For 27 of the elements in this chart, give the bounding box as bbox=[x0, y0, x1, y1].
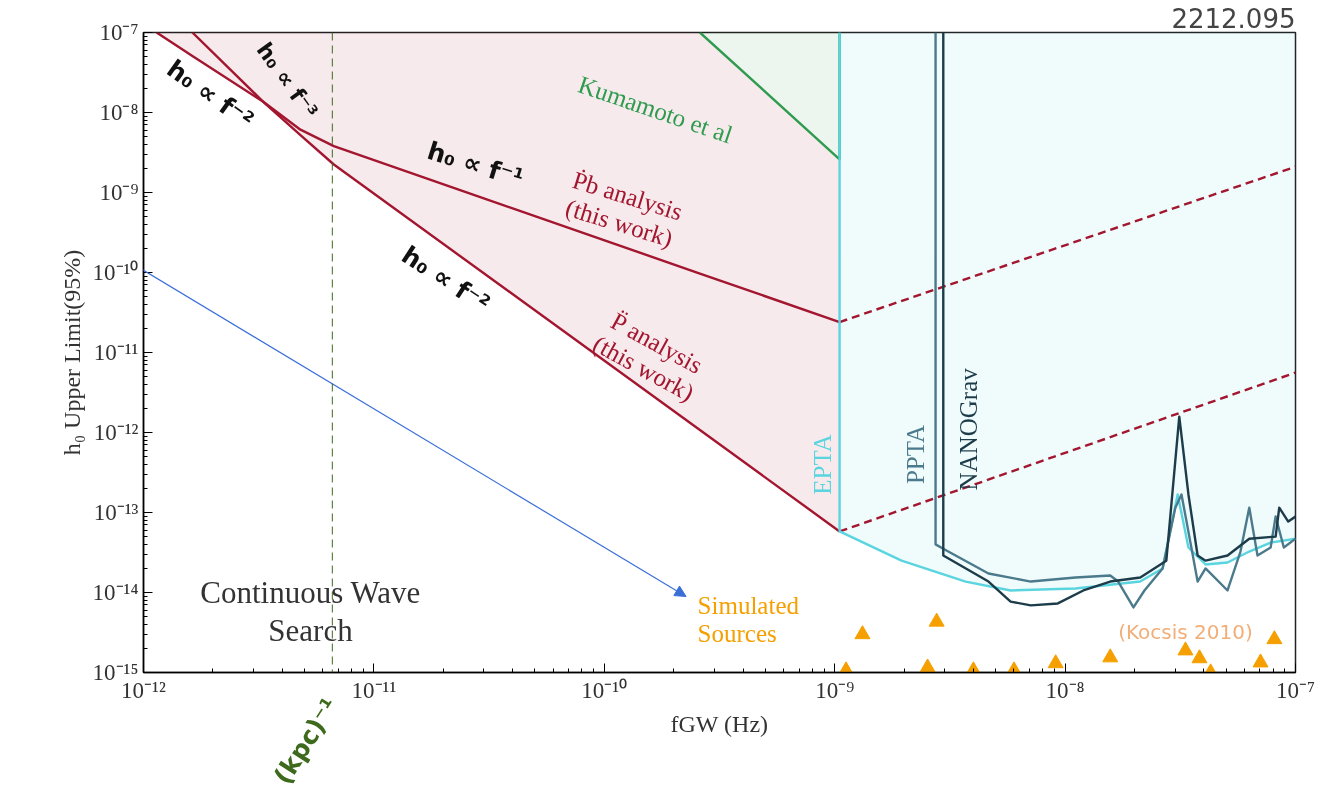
y-tick-label: 10⁻¹⁴ bbox=[92, 580, 139, 605]
x-tick-label: 10⁻⁷ bbox=[1275, 677, 1316, 703]
x-tick-label: 10⁻¹¹ bbox=[351, 677, 397, 703]
text: PPTA bbox=[902, 424, 930, 485]
text: NANOGrav bbox=[955, 367, 983, 491]
y-tick-label: 10⁻¹¹ bbox=[93, 340, 139, 365]
annotation: (Kocsis 2010) bbox=[1118, 620, 1253, 645]
text: EPTA bbox=[808, 434, 836, 495]
x-tick-label: 10⁻¹⁰ bbox=[581, 677, 628, 703]
y-tick-label: 10⁻⁹ bbox=[99, 180, 139, 205]
annotation: h₀ ∝ f⁻¹ bbox=[423, 136, 528, 193]
text: Ṗb analysis (this work) bbox=[562, 166, 686, 254]
x-axis-title: fGW (Hz) bbox=[670, 710, 769, 737]
x-tick-label: 10⁻⁹ bbox=[815, 677, 855, 703]
y-tick-label: 10⁻¹² bbox=[93, 420, 139, 445]
x-tick-label: 10⁻⁸ bbox=[1045, 677, 1085, 703]
series-label: Simulated Sources bbox=[697, 592, 800, 648]
y-tick-label: 10⁻⁸ bbox=[99, 100, 139, 125]
y-tick-label: 10⁻⁷ bbox=[99, 20, 139, 45]
y-tick-label: 10⁻¹⁰ bbox=[92, 260, 139, 285]
annotation: h₀ ∝ f⁻² bbox=[396, 240, 496, 319]
annotation: h₀ ∝ f⁻² bbox=[161, 53, 260, 136]
y-axis-title: h₀ Upper Limit(95%) bbox=[58, 249, 85, 456]
x-tick-label: 10⁻¹² bbox=[121, 677, 166, 703]
annotation: Continuous Wave Search bbox=[200, 574, 421, 649]
chart-title: 2212.095 bbox=[1171, 3, 1296, 34]
y-tick-label: 10⁻¹³ bbox=[93, 500, 139, 525]
